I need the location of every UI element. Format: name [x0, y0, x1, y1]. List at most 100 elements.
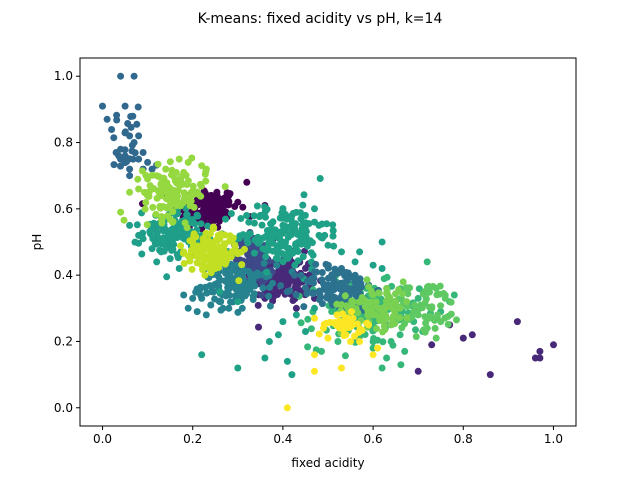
scatter-point-cluster-11: [201, 170, 209, 178]
scatter-point-cluster-4: [189, 294, 197, 302]
scatter-point-cluster-6: [297, 319, 305, 327]
scatter-point-cluster-7: [296, 228, 304, 236]
points-layer: [99, 72, 557, 412]
scatter-point-cluster-13: [346, 323, 354, 331]
scatter-point-cluster-7: [351, 258, 359, 266]
scatter-point-cluster-12: [206, 250, 214, 258]
scatter-point-cluster-3: [129, 112, 137, 120]
scatter-point-cluster-7: [274, 331, 282, 339]
y-tick-label: 0.0: [54, 401, 73, 415]
scatter-point-cluster-12: [198, 261, 206, 269]
scatter-point-cluster-9: [447, 310, 455, 318]
scatter-point-cluster-12: [229, 248, 237, 256]
scatter-point-cluster-12: [209, 223, 217, 231]
scatter-point-cluster-11: [197, 182, 205, 190]
scatter-point-cluster-7: [288, 371, 296, 379]
x-axis-label: fixed acidity: [291, 456, 364, 470]
scatter-point-cluster-6: [397, 361, 405, 369]
scatter-point-cluster-3: [126, 172, 134, 180]
scatter-point-cluster-11: [181, 191, 189, 199]
scatter-point-cluster-11: [143, 221, 151, 229]
scatter-point-cluster-8: [304, 289, 312, 296]
scatter-point-cluster-3: [134, 103, 142, 111]
scatter-point-cluster-9: [412, 333, 420, 341]
scatter-point-cluster-6: [378, 364, 386, 372]
scatter-point-cluster-5: [176, 229, 184, 237]
scatter-point-cluster-9: [410, 308, 418, 316]
scatter-point-cluster-3: [128, 147, 136, 155]
scatter-point-cluster-5: [149, 235, 157, 243]
scatter-point-cluster-11: [160, 174, 168, 182]
scatter-point-cluster-10: [403, 314, 411, 322]
scatter-point-cluster-2: [258, 291, 266, 299]
scatter-point-cluster-7: [316, 175, 324, 182]
scatter-point-cluster-7: [259, 234, 267, 242]
scatter-point-cluster-6: [414, 294, 422, 302]
scatter-point-cluster-5: [193, 211, 201, 219]
scatter-point-cluster-11: [135, 185, 143, 193]
scatter-point-cluster-1: [536, 354, 544, 362]
scatter-point-cluster-9: [433, 291, 441, 299]
scatter-point-cluster-4: [211, 280, 219, 288]
scatter-point-cluster-4: [232, 261, 240, 269]
scatter-point-cluster-3: [103, 115, 111, 123]
scatter-point-cluster-3: [117, 72, 125, 80]
scatter-point-cluster-7: [243, 236, 251, 244]
scatter-point-cluster-1: [486, 371, 494, 379]
scatter-point-cluster-7: [198, 351, 206, 359]
scatter-point-cluster-6: [341, 352, 349, 360]
scatter-point-cluster-8: [325, 274, 332, 282]
scatter-point-cluster-4: [224, 283, 232, 291]
scatter-point-cluster-12: [194, 242, 202, 250]
scatter-point-cluster-10: [368, 305, 376, 313]
scatter-point-cluster-7: [285, 245, 293, 252]
scatter-point-cluster-5: [166, 255, 174, 263]
x-tick-label: 0.8: [454, 432, 473, 446]
scatter-point-cluster-10: [373, 325, 380, 333]
scatter-point-cluster-11: [165, 183, 173, 191]
scatter-point-cluster-11: [165, 194, 173, 202]
scatter-point-cluster-8: [348, 285, 356, 293]
scatter-point-cluster-8: [309, 290, 317, 298]
scatter-point-cluster-11: [189, 182, 197, 190]
scatter-point-cluster-13: [356, 328, 364, 335]
scatter-point-cluster-3: [99, 102, 106, 110]
scatter-point-cluster-9: [422, 295, 430, 303]
scatter-point-cluster-9: [453, 316, 460, 324]
scatter-point-cluster-13: [320, 324, 327, 332]
scatter-point-cluster-4: [225, 304, 233, 312]
scatter-point-cluster-7: [253, 202, 261, 210]
scatter-point-cluster-5: [153, 258, 161, 266]
scatter-point-cluster-3: [110, 161, 118, 169]
scatter-point-cluster-9: [421, 287, 429, 295]
scatter-point-cluster-11: [152, 210, 160, 218]
scatter-point-cluster-9: [444, 320, 452, 328]
scatter-point-cluster-7: [338, 248, 345, 256]
scatter-point-cluster-7: [296, 209, 304, 217]
scatter-point-cluster-4: [230, 281, 238, 289]
scatter-point-cluster-10: [378, 311, 386, 319]
scatter-point-cluster-1: [513, 318, 521, 326]
scatter-point-cluster-6: [307, 325, 315, 333]
y-tick-label: 0.2: [54, 334, 73, 348]
scatter-point-cluster-7: [329, 232, 337, 240]
scatter-point-cluster-7: [227, 210, 235, 217]
scatter-point-cluster-12: [200, 234, 208, 242]
scatter-point-cluster-7: [250, 219, 258, 227]
scatter-point-cluster-11: [153, 194, 161, 202]
scatter-point-cluster-8: [292, 291, 300, 299]
scatter-point-cluster-4: [207, 301, 215, 309]
scatter-point-cluster-13: [311, 314, 318, 322]
scatter-point-cluster-0: [222, 208, 230, 216]
scatter-point-cluster-5: [138, 250, 146, 258]
scatter-point-cluster-10: [341, 292, 349, 300]
scatter-point-cluster-7: [299, 253, 307, 261]
scatter-point-cluster-3: [130, 139, 138, 146]
scatter-point-cluster-5: [126, 221, 134, 229]
scatter-point-cluster-5: [163, 273, 171, 281]
scatter-point-cluster-7: [274, 249, 281, 257]
scatter-point-cluster-11: [166, 158, 174, 166]
scatter-point-cluster-7: [305, 220, 313, 228]
scatter-point-cluster-7: [311, 304, 318, 312]
